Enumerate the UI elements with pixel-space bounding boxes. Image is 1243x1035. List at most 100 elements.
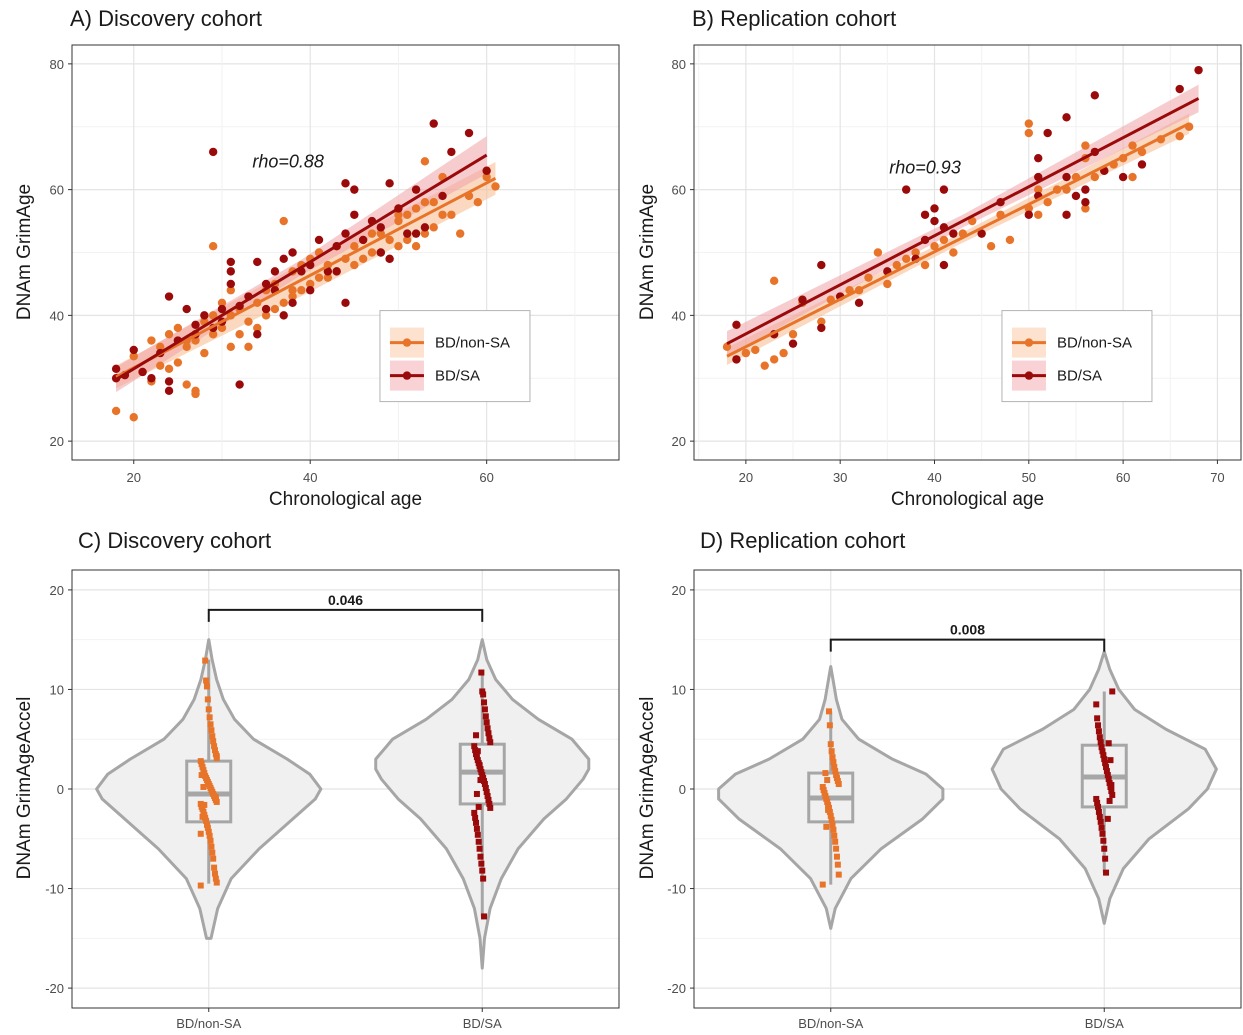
data-point-sa <box>484 725 491 732</box>
data-point-sa <box>226 267 236 276</box>
data-point-non-sa <box>403 235 412 245</box>
data-point-sa <box>1062 113 1071 122</box>
data-point-non-sa <box>367 248 377 257</box>
data-point-non-sa <box>420 197 430 207</box>
data-point-non-sa <box>279 216 288 226</box>
data-point-sa <box>482 785 489 792</box>
data-point-sa <box>1098 744 1105 751</box>
data-point-non-sa <box>1034 185 1043 194</box>
legend-key-point <box>402 371 412 380</box>
data-point-sa <box>817 260 826 270</box>
data-point-non-sa <box>212 875 219 882</box>
data-point-sa <box>1101 756 1108 763</box>
data-point-non-sa <box>722 342 732 352</box>
data-point-non-sa <box>939 235 949 245</box>
data-point-sa <box>1095 728 1102 735</box>
data-point-sa <box>253 330 262 339</box>
legend-label: BD/SA <box>1057 368 1102 385</box>
data-point-non-sa <box>833 853 840 860</box>
data-point-sa <box>411 185 421 194</box>
data-point-sa <box>1109 791 1116 798</box>
x-tick-label: 40 <box>303 470 317 485</box>
data-point-non-sa <box>205 828 212 835</box>
y-tick-label: 40 <box>672 308 686 323</box>
data-point-sa <box>350 210 359 219</box>
data-point-sa <box>939 185 949 194</box>
data-point-sa <box>479 688 486 695</box>
data-point-non-sa <box>129 413 138 422</box>
data-point-non-sa <box>288 286 297 295</box>
y-axis-title: DNAm GrimAgeAccel <box>637 697 658 880</box>
data-point-non-sa <box>834 861 841 868</box>
data-point-non-sa <box>197 830 204 837</box>
data-point-sa <box>429 119 438 128</box>
data-point-non-sa <box>741 348 751 358</box>
data-point-sa <box>854 298 864 308</box>
y-tick-label: 60 <box>672 183 686 198</box>
data-point-non-sa <box>455 229 465 238</box>
data-point-sa <box>1095 808 1102 815</box>
data-point-sa <box>479 867 486 874</box>
data-point-non-sa <box>270 304 280 314</box>
data-point-sa <box>279 311 288 320</box>
data-point-non-sa <box>873 248 883 257</box>
data-point-non-sa <box>314 273 324 282</box>
data-point-non-sa <box>323 273 333 282</box>
data-point-sa <box>1098 824 1105 831</box>
data-point-sa <box>1095 803 1102 810</box>
data-point-non-sa <box>156 342 165 352</box>
data-point-sa <box>1118 172 1128 182</box>
data-point-sa <box>788 339 798 348</box>
data-point-non-sa <box>822 770 829 777</box>
p-value-label: 0.008 <box>950 622 985 638</box>
data-point-non-sa <box>831 832 838 839</box>
data-point-non-sa <box>819 784 826 791</box>
data-point-sa <box>480 875 487 882</box>
data-point-non-sa <box>253 323 262 333</box>
data-point-sa <box>477 777 484 784</box>
y-tick-label: -20 <box>45 981 64 996</box>
data-point-non-sa <box>411 204 421 213</box>
data-point-non-sa <box>824 777 831 784</box>
data-point-sa <box>473 819 480 826</box>
data-point-sa <box>323 267 333 276</box>
data-point-non-sa <box>211 864 218 871</box>
x-tick-label: 50 <box>1022 470 1036 485</box>
data-point-non-sa <box>200 348 209 358</box>
data-point-sa <box>483 719 490 726</box>
x-tick-label: BD/SA <box>1085 1016 1124 1031</box>
panel-border <box>693 44 1242 461</box>
data-point-sa <box>484 792 491 799</box>
data-point-non-sa <box>1175 131 1184 141</box>
data-point-sa <box>376 248 385 257</box>
data-point-sa <box>341 229 350 238</box>
data-point-non-sa <box>833 772 840 779</box>
y-tick-label: 80 <box>672 57 686 72</box>
data-point-non-sa <box>1090 172 1100 182</box>
data-point-non-sa <box>212 793 219 800</box>
data-point-non-sa <box>129 352 138 361</box>
x-tick-label: 20 <box>739 470 753 485</box>
data-point-sa <box>920 210 930 219</box>
data-point-non-sa <box>1128 141 1137 150</box>
x-tick-label: 30 <box>833 470 847 485</box>
data-point-non-sa <box>827 741 834 748</box>
y-axis-title: DNAm GrimAge <box>637 184 658 320</box>
x-axis-title: Chronological age <box>891 489 1044 510</box>
data-point-non-sa <box>111 406 121 416</box>
data-point-non-sa <box>1081 204 1090 213</box>
data-point-sa <box>1062 210 1071 219</box>
data-point-non-sa <box>911 248 920 257</box>
y-tick-label: 10 <box>50 682 64 697</box>
data-point-sa <box>485 796 492 803</box>
data-point-non-sa <box>204 696 211 703</box>
legend-label: BD/non-SA <box>1057 335 1132 352</box>
data-point-non-sa <box>1024 128 1034 138</box>
data-point-sa <box>1103 768 1110 775</box>
data-point-non-sa <box>213 879 220 886</box>
data-point-sa <box>385 179 394 188</box>
data-point-sa <box>147 374 156 383</box>
data-point-non-sa <box>986 242 996 251</box>
data-point-sa <box>486 735 493 742</box>
data-point-sa <box>200 311 209 320</box>
